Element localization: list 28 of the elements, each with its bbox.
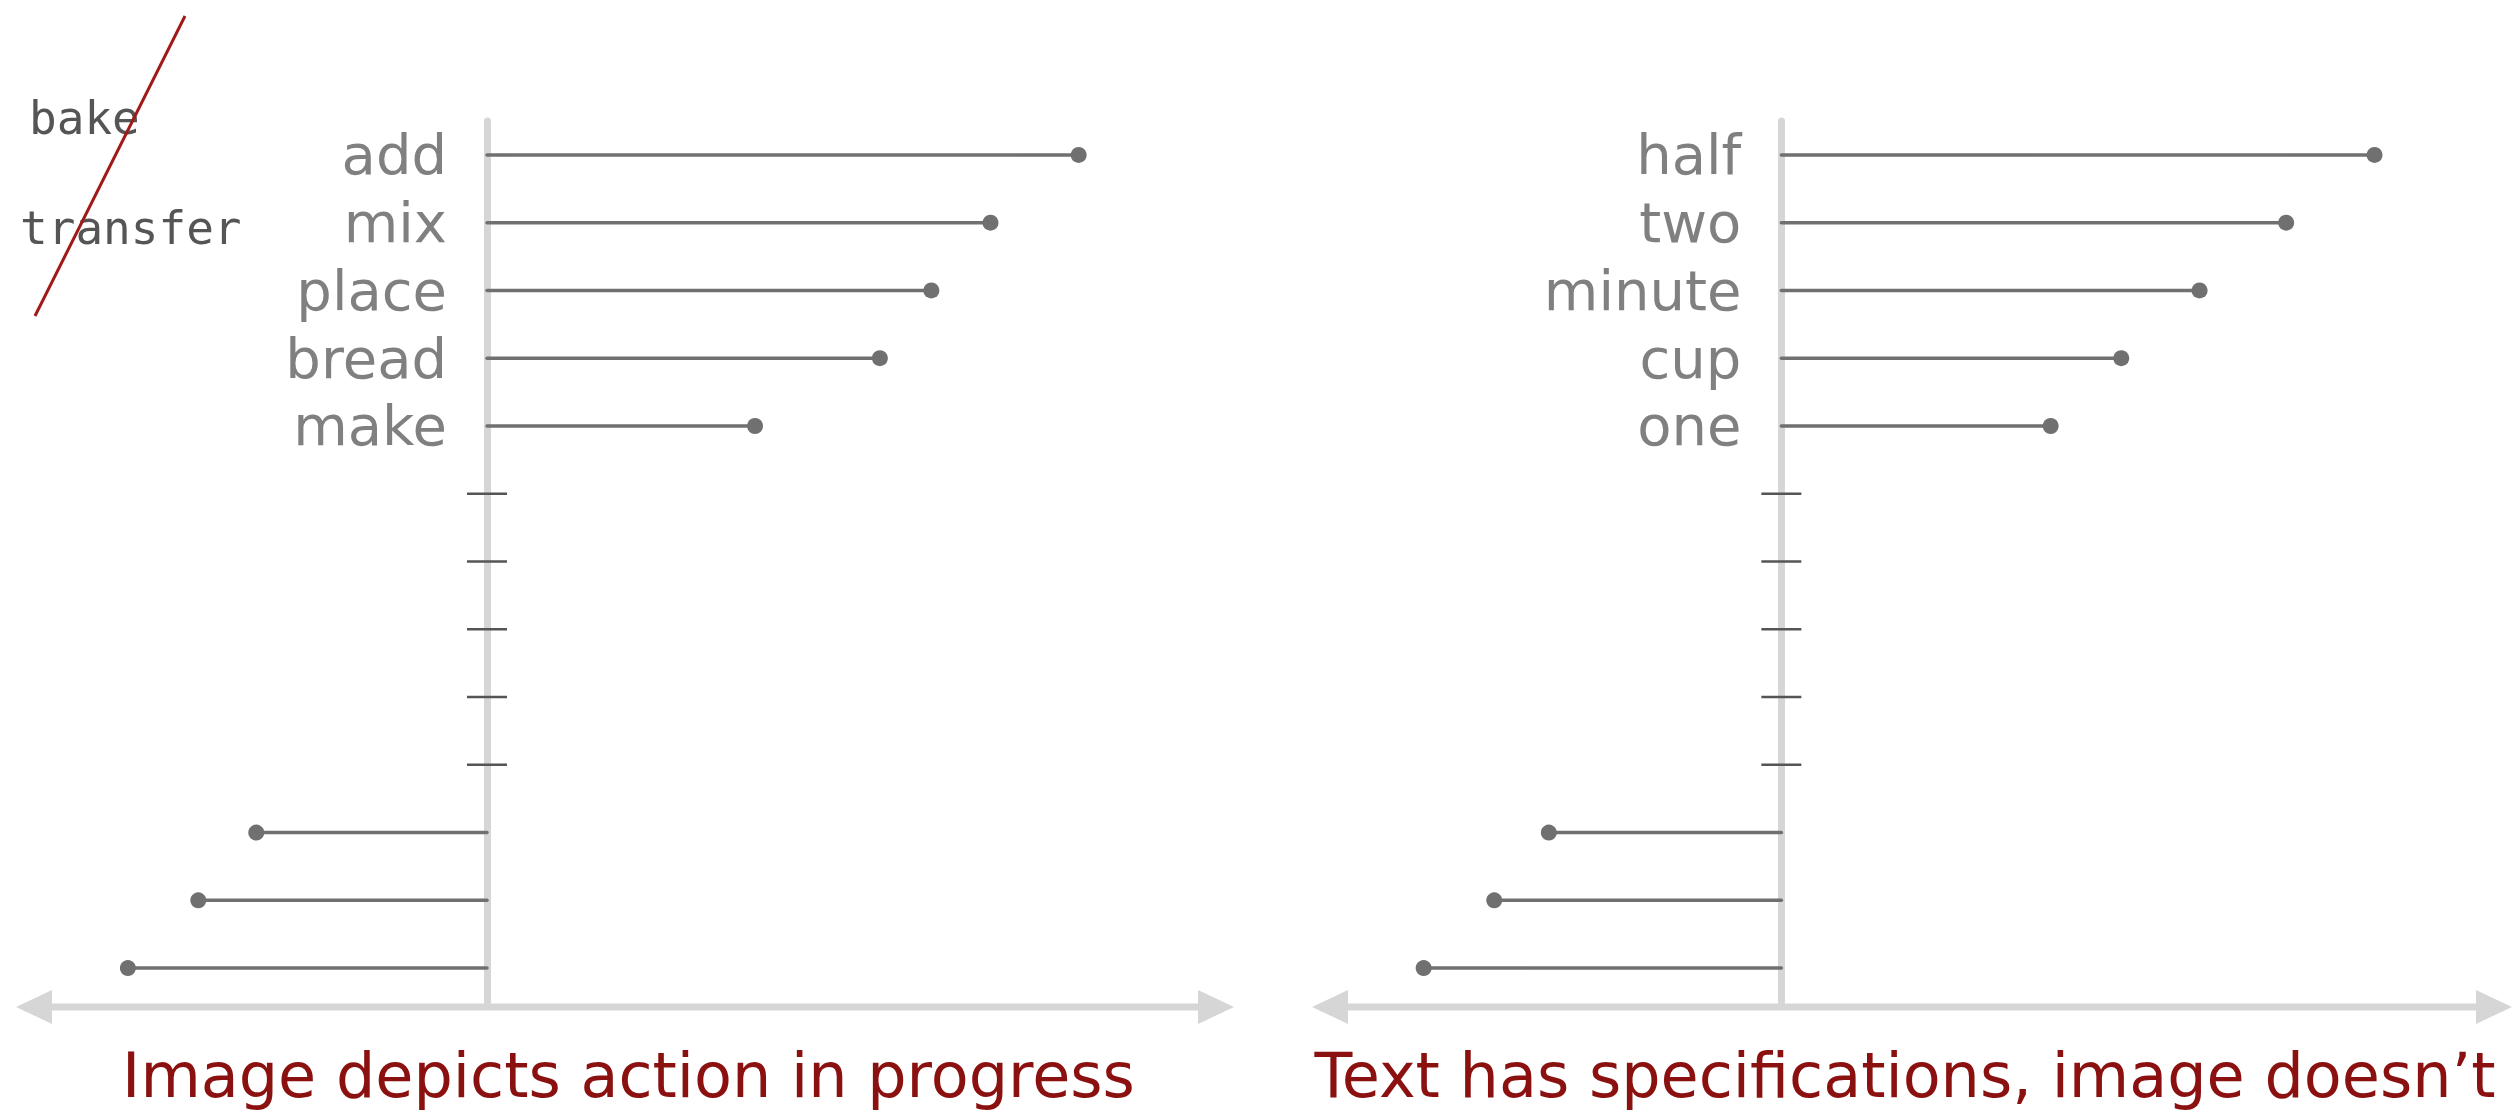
point [1415,960,1432,977]
point [248,824,265,841]
y-tick-label: add [341,122,448,188]
point [119,960,136,977]
y-tick-label: place [296,257,448,323]
point [2042,417,2059,434]
point [2113,350,2130,367]
point [1540,824,1557,841]
y-tick-label: cup [1639,325,1742,391]
x-axis-title: Text has specifications, image doesn’t [1313,1038,2496,1112]
point [871,350,888,367]
y-tick-label: bread [285,325,448,391]
point [923,282,940,299]
point [190,892,207,909]
y-tick-label: one [1637,393,1742,459]
point [2278,214,2295,231]
point [1486,892,1503,909]
y-tick-label: mix [343,190,448,256]
y-tick-label: make [293,393,448,459]
point [1070,146,1087,163]
point [747,417,764,434]
y-tick-label: minute [1543,257,1742,323]
y-tick-label: two [1639,190,1742,256]
y-tick-label: half [1636,122,1743,188]
point [2366,146,2383,163]
point [982,214,999,231]
point [2191,282,2208,299]
x-axis-title: Image depicts action in progress [122,1038,1135,1112]
